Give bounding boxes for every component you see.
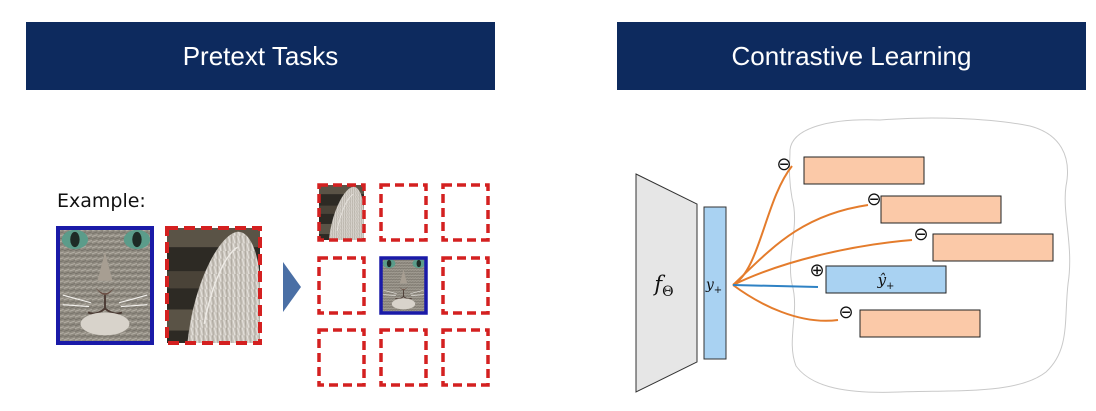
negative-sample-bar (932, 233, 1054, 262)
negative-connection-line (732, 165, 793, 286)
pretext-tasks-banner: Pretext Tasks (26, 22, 495, 90)
negative-sign-icon: ⊖ (838, 302, 853, 323)
grid-cell (441, 328, 490, 387)
negative-sign-icon: ⊖ (866, 189, 881, 210)
negative-sample-bar (880, 195, 1002, 224)
positive-sample-label: ŷ+ (877, 271, 895, 292)
negative-sample-bar (859, 309, 981, 338)
negative-connections (732, 165, 913, 322)
grid-cell (441, 183, 490, 242)
embedding-bar (703, 206, 727, 360)
cat-face-image (56, 226, 154, 345)
encoder-label: fΘ (652, 272, 673, 300)
contrastive-learning-banner: Contrastive Learning (617, 22, 1086, 90)
grid-cell (379, 328, 428, 387)
positive-connection-line (732, 284, 819, 288)
embedding-space-cloud (789, 117, 1071, 393)
right-arrow-icon (283, 262, 301, 312)
ear-patch-image (165, 226, 262, 345)
negative-sign-icon: ⊖ (776, 154, 791, 175)
example-label: Example: (57, 190, 146, 212)
embedding-label: y+ (705, 277, 722, 296)
grid-cell (379, 183, 428, 242)
positive-sign-icon: ⊕ (809, 260, 824, 281)
pretext-tasks-title: Pretext Tasks (182, 40, 339, 71)
grid-cell (441, 256, 490, 315)
negative-connection-line (732, 239, 913, 286)
negative-sample-bar (803, 156, 925, 185)
contrastive-learning-title: Contrastive Learning (731, 40, 972, 71)
patch-grid (317, 183, 490, 387)
negative-sign-icon: ⊖ (913, 224, 928, 245)
negative-connection-line (732, 284, 839, 322)
grid-cell-center (379, 256, 428, 315)
encoder-block (635, 173, 698, 393)
negative-connection-line (732, 204, 869, 286)
positive-sample-bar (825, 265, 947, 294)
grid-cell (317, 328, 366, 387)
grid-cell (317, 256, 366, 315)
grid-cell (317, 183, 366, 242)
